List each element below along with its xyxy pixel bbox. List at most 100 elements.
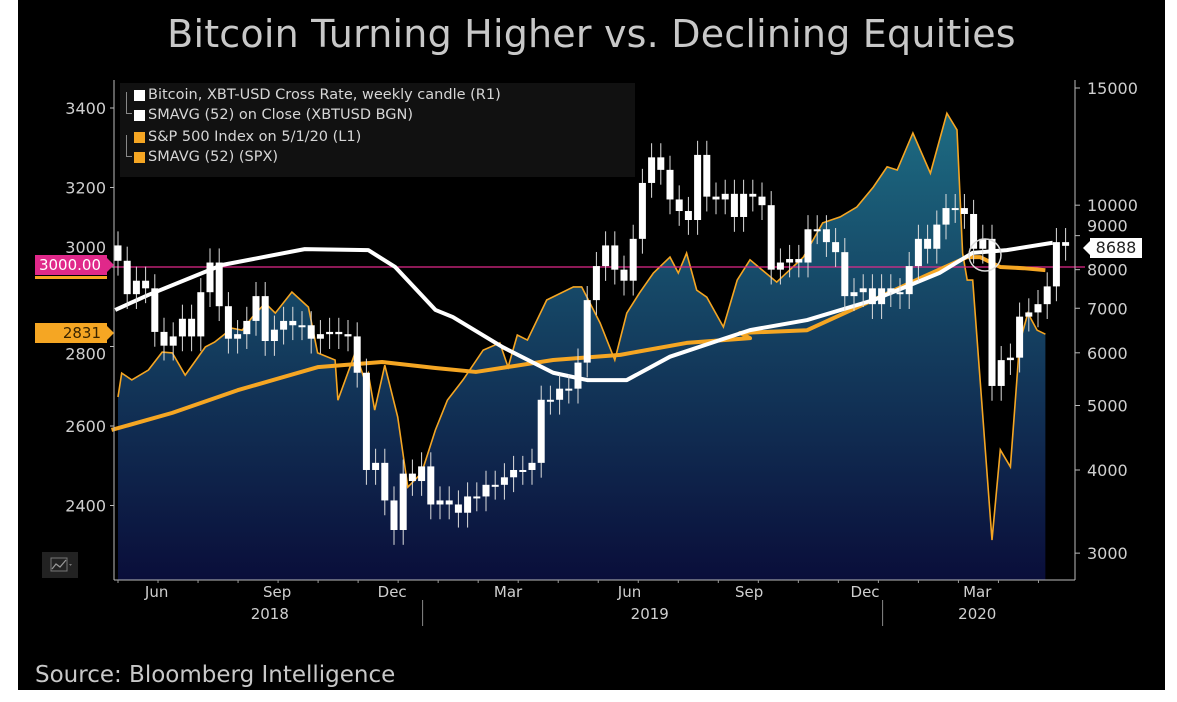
left-axis-tick-label: 2600 (65, 417, 106, 436)
x-axis-tick-label: Jun (617, 583, 641, 601)
legend-label: SMAVG (52) (SPX) (148, 149, 279, 165)
btc-candle (335, 331, 343, 335)
btc-candle (169, 336, 177, 346)
btc-candle (878, 288, 886, 305)
btc-candle (684, 211, 692, 221)
btc-candle (1052, 242, 1060, 287)
left-axis-tick-label: 3200 (65, 179, 106, 198)
btc-candle (142, 280, 150, 289)
right-axis-tick-label: 7000 (1087, 299, 1128, 318)
legend-item-btc-sma: SMAVG (52) on Close (XBTUSD BGN) (134, 105, 413, 125)
btc-candle (841, 252, 849, 297)
legend-label: S&P 500 Index on 5/1/20 (L1) (148, 129, 362, 145)
btc-candle (951, 208, 959, 211)
btc-candle (795, 259, 803, 263)
left-axis-tick-label: 2400 (65, 497, 106, 516)
btc-candle (436, 500, 444, 505)
btc-candle (224, 306, 232, 339)
left-axis-tick-label: 3000 (65, 238, 106, 257)
btc-candle (832, 242, 840, 253)
btc-candle (243, 320, 251, 335)
x-axis-tick-label: Sep (735, 583, 763, 601)
btc-candle (942, 208, 950, 225)
right-axis-tick-label: 4000 (1087, 461, 1128, 480)
btc-candle (160, 331, 168, 346)
btc-candle (933, 224, 941, 249)
btc-candle (491, 484, 499, 487)
btc-candle (758, 196, 766, 206)
btc-candle (1034, 304, 1042, 313)
right-axis-tick-label: 3000 (1087, 544, 1128, 563)
btc-candle (427, 466, 435, 505)
btc-candle (703, 154, 711, 197)
x-axis-year-label: 2019 (631, 605, 669, 623)
btc-candle (1062, 242, 1070, 246)
btc-candle (592, 266, 600, 301)
btc-candle (252, 296, 260, 321)
btc-candle (629, 238, 637, 281)
btc-candle (822, 229, 830, 243)
chart-type-button[interactable] (42, 552, 78, 578)
right-axis-tick-label: 6000 (1087, 344, 1128, 363)
btc-candle (298, 325, 306, 328)
x-axis-year-label: 2020 (958, 605, 996, 623)
spx-last-value-flag: 2831 (35, 323, 114, 343)
btc-candle (850, 292, 858, 297)
btc-candle (804, 229, 812, 263)
btc-candle (712, 196, 720, 200)
btc-last-value-flag: 8688 (1083, 238, 1142, 258)
btc-candle (464, 496, 472, 513)
btc-candle (261, 296, 269, 342)
right-axis-tick-label: 9000 (1087, 217, 1128, 236)
legend-item-bitcoin: Bitcoin, XBT-USD Cross Rate, weekly cand… (134, 85, 501, 105)
legend-swatch (134, 109, 145, 121)
legend-item-spx-sma: SMAVG (52) (SPX) (134, 147, 278, 167)
btc-candle (767, 205, 775, 270)
legend-swatch (134, 89, 145, 101)
btc-candle (151, 288, 159, 332)
btc-candle (528, 462, 536, 470)
x-axis-tick-label: Mar (963, 583, 992, 601)
btc-candle (132, 280, 140, 295)
btc-candle (188, 318, 196, 337)
chart-title: Bitcoin Turning Higher vs. Declining Equ… (167, 12, 1016, 56)
left-axis-tick-label: 3400 (65, 99, 106, 118)
legend-item-spx: S&P 500 Index on 5/1/20 (L1) (134, 127, 361, 147)
btc-candle (234, 334, 242, 339)
x-axis-tick-label: Sep (263, 583, 291, 601)
btc-candle (914, 238, 922, 267)
btc-candle (123, 260, 131, 295)
btc-candle (721, 193, 729, 200)
highlight-circle (968, 238, 1002, 272)
chart-legend: Bitcoin, XBT-USD Cross Rate, weekly cand… (120, 83, 635, 177)
btc-candle (408, 473, 416, 482)
line-chart-icon (50, 557, 72, 572)
btc-candle (307, 325, 315, 339)
btc-candle (537, 399, 545, 463)
btc-candle (868, 288, 876, 305)
btc-candle (418, 466, 426, 482)
btc-candle (776, 262, 784, 270)
right-axis-tick-label: 5000 (1087, 396, 1128, 415)
btc-candle (970, 213, 978, 249)
btc-candle (638, 182, 646, 239)
btc-candle (583, 300, 591, 363)
legend-swatch (134, 131, 145, 143)
btc-candle (887, 288, 895, 293)
btc-candle (730, 193, 738, 217)
btc-candle (372, 462, 380, 470)
btc-candle (675, 199, 683, 212)
btc-candle (326, 331, 334, 335)
btc-candle (289, 320, 297, 326)
btc-candle (206, 262, 214, 293)
source-note: Source: Bloomberg Intelligence (35, 662, 396, 688)
btc-candle (1025, 312, 1033, 317)
btc-candle (1006, 357, 1014, 361)
btc-candle (905, 266, 913, 295)
left-axis-tick-label: 2800 (65, 345, 106, 364)
btc-candle (620, 269, 628, 281)
btc-candle (648, 157, 656, 183)
right-axis-tick-label: 8000 (1087, 261, 1128, 280)
btc-candle (178, 318, 186, 337)
reference-value-flag: 3000.00 (35, 255, 114, 275)
